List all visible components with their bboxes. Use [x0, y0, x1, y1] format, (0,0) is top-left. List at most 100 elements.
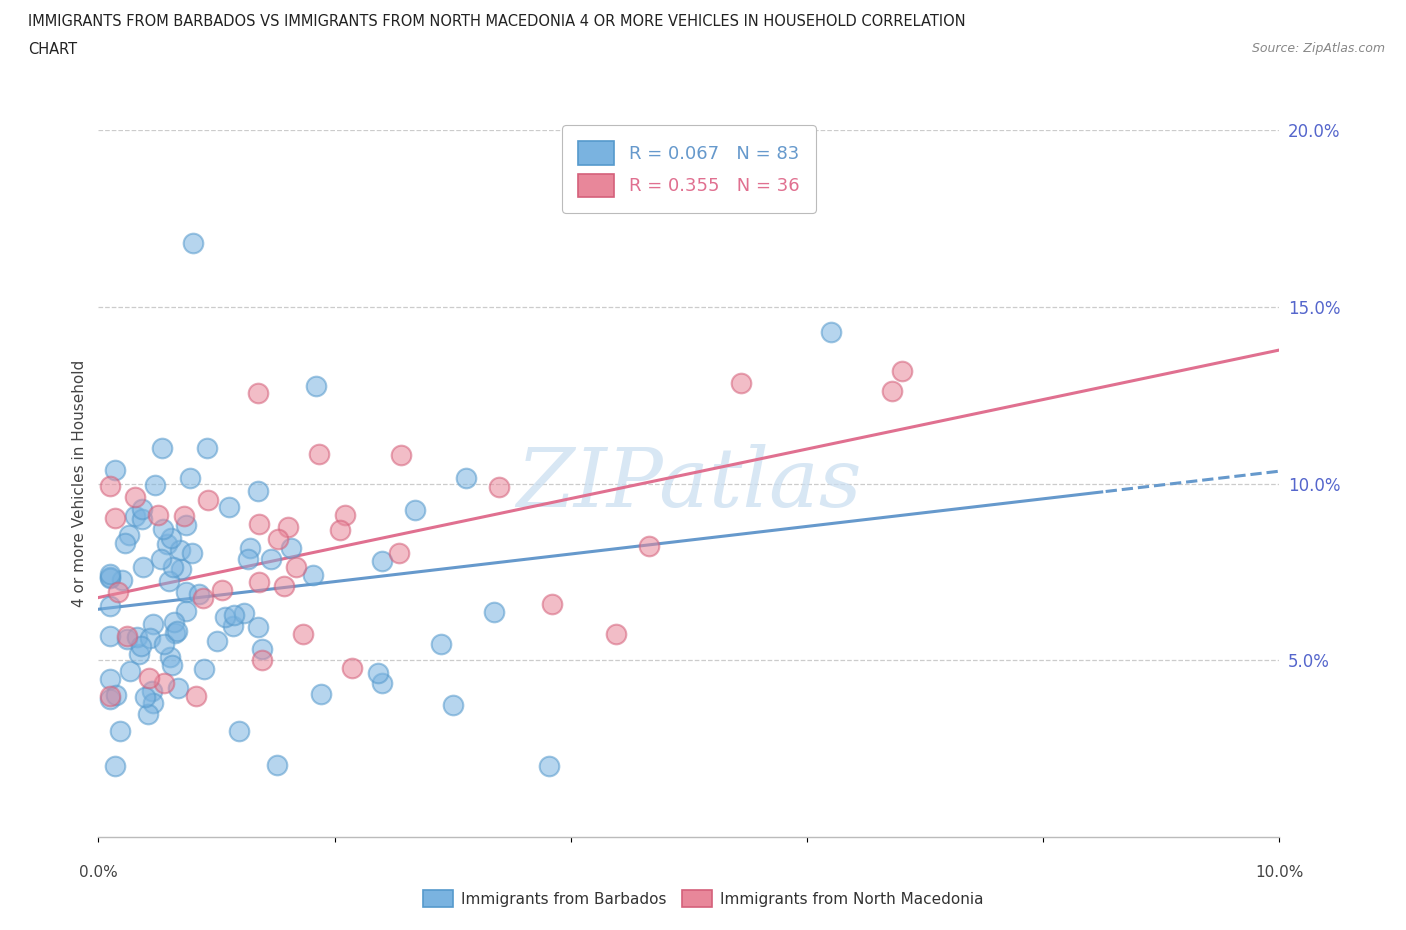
- Point: [159, 574, 181, 589]
- Point: [98, 566, 121, 581]
- Point: [488, 480, 510, 495]
- Point: [124, 489, 146, 504]
- Point: [273, 578, 295, 593]
- Point: [388, 546, 411, 561]
- Point: [104, 759, 127, 774]
- Legend: R = 0.067   N = 83, R = 0.355   N = 36: R = 0.067 N = 83, R = 0.355 N = 36: [562, 126, 815, 213]
- Point: [181, 545, 204, 560]
- Point: [174, 584, 197, 599]
- Text: 10.0%: 10.0%: [1256, 865, 1303, 881]
- Point: [247, 620, 270, 635]
- Point: [165, 625, 187, 640]
- Point: [266, 758, 288, 773]
- Point: [371, 554, 394, 569]
- Point: [430, 637, 453, 652]
- Point: [150, 551, 173, 566]
- Point: [280, 540, 302, 555]
- Point: [441, 698, 464, 712]
- Point: [111, 572, 134, 587]
- Point: [131, 501, 153, 516]
- Point: [239, 540, 262, 555]
- Text: IMMIGRANTS FROM BARBADOS VS IMMIGRANTS FROM NORTH MACEDONIA 4 OR MORE VEHICLES I: IMMIGRANTS FROM BARBADOS VS IMMIGRANTS F…: [28, 14, 966, 29]
- Point: [131, 512, 153, 527]
- Point: [142, 696, 165, 711]
- Point: [134, 690, 156, 705]
- Point: [179, 471, 201, 485]
- Point: [148, 508, 170, 523]
- Point: [214, 610, 236, 625]
- Point: [159, 650, 181, 665]
- Point: [308, 447, 330, 462]
- Point: [730, 376, 752, 391]
- Point: [162, 560, 184, 575]
- Point: [138, 671, 160, 685]
- Point: [260, 551, 283, 566]
- Point: [169, 542, 191, 557]
- Point: [98, 571, 121, 586]
- Point: [129, 638, 152, 653]
- Point: [186, 688, 208, 703]
- Point: [222, 618, 245, 633]
- Point: [163, 615, 186, 630]
- Point: [193, 662, 215, 677]
- Point: [187, 587, 209, 602]
- Point: [367, 666, 389, 681]
- Point: [247, 484, 270, 498]
- Point: [153, 637, 176, 652]
- Point: [267, 531, 290, 546]
- Point: [302, 568, 325, 583]
- Point: [538, 759, 561, 774]
- Point: [174, 517, 197, 532]
- Point: [98, 692, 121, 707]
- Point: [228, 724, 250, 738]
- Point: [128, 646, 150, 661]
- Point: [340, 660, 363, 675]
- Point: [252, 652, 274, 667]
- Point: [329, 523, 352, 538]
- Point: [167, 681, 190, 696]
- Point: [605, 626, 627, 641]
- Point: [160, 658, 183, 672]
- Point: [104, 462, 127, 477]
- Point: [143, 478, 166, 493]
- Point: [370, 675, 392, 690]
- Point: [115, 629, 138, 644]
- Point: [238, 551, 260, 566]
- Point: [98, 688, 121, 703]
- Point: [247, 516, 270, 531]
- Point: [454, 471, 477, 485]
- Point: [169, 562, 191, 577]
- Point: [98, 629, 121, 644]
- Text: Source: ZipAtlas.com: Source: ZipAtlas.com: [1251, 42, 1385, 55]
- Point: [132, 560, 155, 575]
- Text: CHART: CHART: [28, 42, 77, 57]
- Point: [292, 627, 315, 642]
- Point: [150, 441, 173, 456]
- Point: [141, 684, 163, 698]
- Point: [484, 604, 506, 619]
- Point: [125, 630, 148, 644]
- Point: [98, 478, 121, 493]
- Point: [222, 607, 245, 622]
- Point: [389, 448, 412, 463]
- Point: [152, 522, 174, 537]
- Point: [139, 631, 162, 645]
- Point: [211, 582, 233, 597]
- Point: [114, 535, 136, 550]
- Point: [540, 597, 562, 612]
- Point: [118, 527, 141, 542]
- Point: [136, 707, 159, 722]
- Point: [404, 503, 426, 518]
- Point: [124, 509, 146, 524]
- Point: [152, 675, 174, 690]
- Point: [246, 386, 269, 401]
- Point: [173, 508, 195, 523]
- Point: [233, 605, 256, 620]
- Point: [191, 591, 214, 605]
- Point: [98, 569, 121, 584]
- Point: [115, 631, 138, 646]
- Point: [98, 598, 121, 613]
- Point: [638, 539, 661, 554]
- Point: [120, 664, 142, 679]
- Point: [104, 687, 127, 702]
